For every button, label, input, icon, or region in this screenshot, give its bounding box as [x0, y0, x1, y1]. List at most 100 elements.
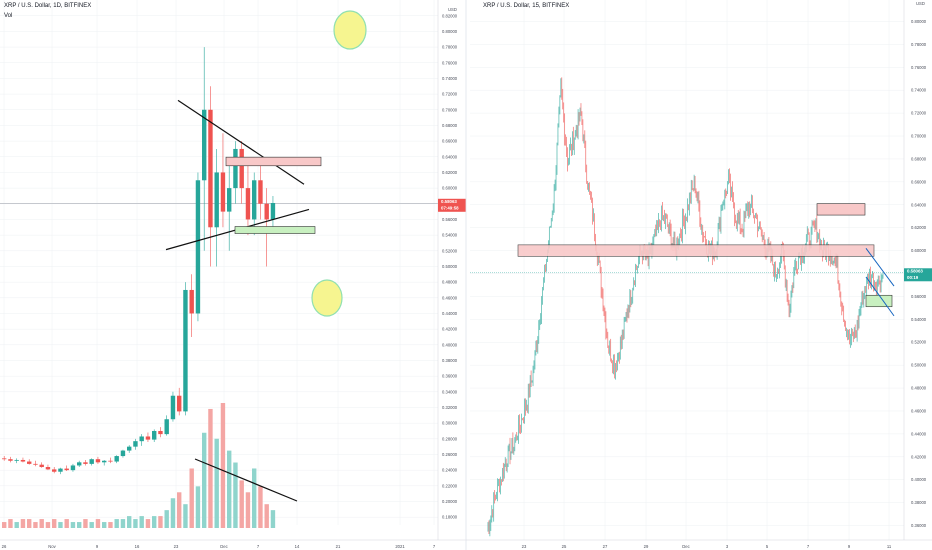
candle-body	[2, 458, 7, 460]
candle-body	[83, 462, 88, 464]
volume-bar	[208, 408, 213, 528]
countdown-label: 00:19	[907, 275, 919, 280]
left-drawings	[165, 10, 367, 502]
price-tick-label: 0.48000	[911, 386, 927, 391]
volume-bar	[52, 519, 57, 528]
candle-body	[120, 450, 126, 457]
price-tick-label: 0.20000	[442, 499, 458, 504]
time-tick-label: 14	[295, 544, 300, 549]
right-price-series	[487, 77, 884, 537]
volume-bar	[8, 519, 13, 528]
price-tick-label: 0.24000	[442, 468, 458, 473]
candle-body	[177, 395, 182, 412]
volume-bar	[258, 486, 263, 528]
candle-body	[45, 467, 51, 470]
right-time-axis[interactable]: 23 25 27 29 Dec 3 5 7 9 11	[466, 539, 932, 549]
left-price-scale-bg	[438, 0, 466, 540]
right-drawings	[517, 203, 895, 317]
volume-bar	[227, 450, 232, 528]
price-tick-label: 0.72000	[442, 92, 458, 97]
volume-bar	[95, 519, 101, 528]
time-tick-label: 25	[562, 544, 567, 549]
right-price-axis[interactable]: USD 0.80000 0.78000 0.76000 0.74000 0.72000 0.…	[903, 0, 932, 540]
price-tick-label: 0.64000	[911, 202, 927, 207]
price-tick-label: 0.46000	[911, 408, 927, 413]
time-tick-label: 7	[433, 544, 436, 549]
price-tick-label: 0.66000	[911, 179, 927, 184]
candle-body	[252, 180, 257, 220]
price-tick-label: 0.78000	[442, 45, 458, 50]
volume-bar	[33, 522, 38, 528]
candle-body	[245, 188, 251, 220]
candle-body	[214, 172, 219, 228]
volume-bar	[139, 516, 144, 528]
candle-body	[258, 180, 263, 204]
price-tick-label: 0.50000	[442, 264, 458, 269]
volume-bar	[102, 522, 107, 528]
price-tick-label: 0.36000	[911, 523, 927, 528]
current-price-value: 0.58063	[441, 199, 457, 204]
candle-body	[108, 460, 113, 462]
resistance-zone-wide	[517, 244, 875, 257]
volume-bar	[133, 519, 138, 528]
time-tick-label: 11	[887, 544, 892, 549]
candle-body	[14, 459, 19, 461]
time-tick-label: 21	[336, 544, 341, 549]
candle-body	[145, 436, 151, 440]
price-tick-label: 0.70000	[911, 134, 927, 139]
candle-body	[8, 459, 13, 461]
time-tick-label: 7	[257, 544, 260, 549]
volume-bar	[45, 522, 51, 528]
volume-bar	[70, 522, 76, 528]
candle-body	[195, 180, 201, 314]
price-tick-label: 0.64000	[442, 154, 458, 159]
candle-body	[264, 203, 269, 220]
volume-bar	[189, 468, 194, 528]
candle-body	[189, 289, 194, 314]
volume-bar	[127, 516, 132, 528]
highlight-ellipse-top	[333, 10, 367, 50]
time-tick-label: Nov	[48, 544, 56, 549]
price-tick-label: 0.50000	[911, 363, 927, 368]
candle-body	[33, 463, 38, 465]
candle-body	[183, 289, 188, 412]
price-tick-label: 0.78000	[911, 42, 927, 47]
candle-body	[208, 109, 213, 228]
time-tick-label: 3	[726, 544, 729, 549]
left-volume-bars	[2, 403, 276, 528]
candle-body	[77, 462, 82, 466]
candle-body	[114, 456, 119, 462]
time-tick-label: 29	[644, 544, 649, 549]
price-tick-label: 0.80000	[442, 29, 458, 34]
volume-bar	[158, 516, 163, 528]
price-tick-label: 0.46000	[442, 295, 458, 300]
volume-bar	[64, 519, 69, 528]
candle-body	[158, 430, 163, 435]
price-tick-label: 0.52000	[442, 248, 458, 253]
price-tick-label: 0.56000	[442, 217, 458, 222]
right-chart-title: XRP / U.S. Dollar, 15, BITFINEX	[483, 3, 570, 9]
volume-bar	[83, 519, 88, 528]
price-tick-label: 0.40000	[442, 342, 458, 347]
candle-body	[164, 419, 169, 435]
volume-bar	[39, 519, 44, 528]
price-tick-label: 0.44000	[442, 311, 458, 316]
resistance-zone	[225, 156, 322, 167]
candle-body	[102, 460, 107, 463]
volume-bar	[252, 468, 257, 528]
candle-body	[27, 461, 32, 464]
current-price-badge	[438, 198, 466, 212]
price-tick-label: 0.44000	[911, 431, 927, 436]
candle-body	[220, 172, 226, 212]
price-tick-label: 0.48000	[442, 280, 458, 285]
time-tick-label: Dec	[220, 544, 227, 549]
volume-bar	[120, 519, 126, 528]
price-tick-label: 0.62000	[911, 225, 927, 230]
left-time-axis[interactable]: 26 Nov 9 16 23 Dec 7 14 21 2021 7	[0, 539, 466, 549]
price-tick-label: 0.54000	[911, 317, 927, 322]
countdown-label: 07:49:58	[441, 205, 459, 210]
time-tick-label: 16	[135, 544, 140, 549]
price-tick-label: 0.76000	[442, 60, 458, 65]
